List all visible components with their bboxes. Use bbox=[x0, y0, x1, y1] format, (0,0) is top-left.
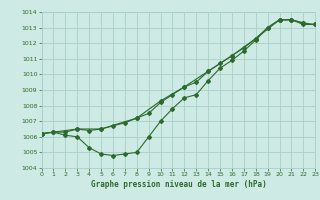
X-axis label: Graphe pression niveau de la mer (hPa): Graphe pression niveau de la mer (hPa) bbox=[91, 180, 266, 189]
